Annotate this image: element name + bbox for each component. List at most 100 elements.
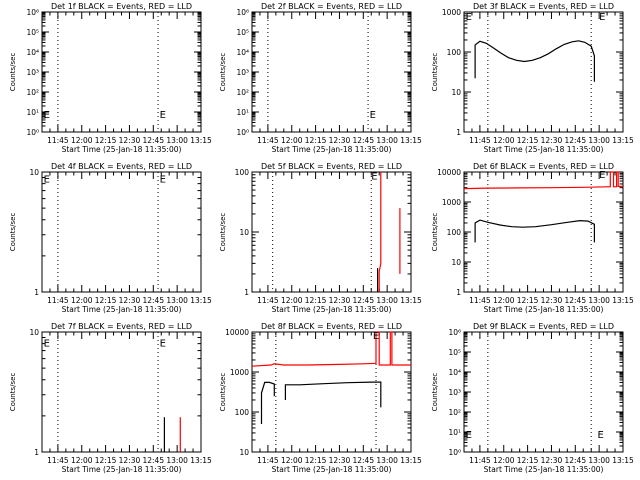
y-tick-label: 10³ xyxy=(448,388,461,397)
event-marker: E xyxy=(44,110,50,121)
y-tick-label: 10¹ xyxy=(26,108,39,117)
chart-panel: 1 10 11:45 12:00 12:15 12:30 12:45 13:00 13:15 De… xyxy=(9,322,212,474)
x-tick-label: 13:00 xyxy=(588,456,610,465)
event-marker: E xyxy=(371,171,377,182)
x-tick-label: 12:30 xyxy=(329,296,351,305)
y-tick-label: 10⁰ xyxy=(236,128,249,137)
y-axis-label: Counts/sec xyxy=(9,213,17,252)
x-tick-label: 11:45 xyxy=(47,456,69,465)
x-tick-label: 13:00 xyxy=(588,296,610,305)
x-tick-label: 12:30 xyxy=(541,296,563,305)
x-tick-label: 12:00 xyxy=(493,456,515,465)
event-marker: E xyxy=(599,12,605,23)
y-tick-label: 10⁵ xyxy=(26,28,39,37)
y-tick-label: 10⁴ xyxy=(236,48,249,57)
event-marker: E xyxy=(160,110,166,121)
x-tick-label: 12:45 xyxy=(142,136,164,145)
x-axis-label: Start Time (25-Jan-18 11:35:00) xyxy=(272,305,392,314)
x-tick-label: 12:00 xyxy=(493,136,515,145)
x-tick-label: 13:15 xyxy=(190,136,212,145)
chart-panel: 1 10 100 1000 10000 11:45 12:00 12:15 12:30 12:45… xyxy=(431,162,634,314)
y-tick-label: 1000 xyxy=(230,368,249,377)
x-tick-label: 12:45 xyxy=(564,456,586,465)
x-axis-label: Start Time (25-Jan-18 11:35:00) xyxy=(484,145,604,154)
x-tick-label: 12:45 xyxy=(142,456,164,465)
x-axis-label: Start Time (25-Jan-18 11:35:00) xyxy=(484,305,604,314)
chart-title: Det 9f BLACK = Events, RED = LLD xyxy=(473,322,614,331)
x-tick-label: 11:45 xyxy=(257,456,279,465)
event-marker: E xyxy=(160,338,166,349)
x-tick-label: 12:45 xyxy=(564,136,586,145)
x-tick-label: 12:45 xyxy=(564,296,586,305)
x-tick-label: 13:00 xyxy=(376,456,398,465)
y-tick-label: 1 xyxy=(244,288,249,297)
x-tick-label: 13:15 xyxy=(190,296,212,305)
chart-title: Det 3f BLACK = Events, RED = LLD xyxy=(473,2,614,11)
y-tick-label: 10² xyxy=(448,408,461,417)
event-marker: E xyxy=(44,175,50,186)
x-tick-label: 12:00 xyxy=(71,456,93,465)
lld-series-line xyxy=(251,331,411,367)
x-tick-label: 12:15 xyxy=(305,456,327,465)
x-tick-label: 13:00 xyxy=(588,136,610,145)
x-tick-label: 12:15 xyxy=(95,136,117,145)
x-tick-label: 11:45 xyxy=(469,456,491,465)
event-marker: E xyxy=(466,12,472,23)
chart-panel: 1 10 100 1000 11:45 12:00 12:15 12:30 12:45 13:00… xyxy=(431,2,634,154)
chart-title: Det 5f BLACK = Events, RED = LLD xyxy=(261,162,402,171)
y-tick-label: 10² xyxy=(236,88,249,97)
plot-frame xyxy=(41,171,202,293)
plot-frame xyxy=(41,331,202,453)
y-tick-label: 10⁶ xyxy=(236,8,249,17)
y-axis-label: Counts/sec xyxy=(219,213,227,252)
y-axis-label: Counts/sec xyxy=(431,373,439,412)
plot-frame xyxy=(251,11,412,133)
y-tick-label: 10000 xyxy=(437,168,461,177)
y-tick-label: 100 xyxy=(235,408,250,417)
x-tick-label: 12:45 xyxy=(352,136,374,145)
y-tick-label: 1 xyxy=(456,288,461,297)
y-tick-label: 10 xyxy=(239,228,249,237)
x-tick-label: 12:15 xyxy=(517,296,539,305)
x-tick-label: 13:00 xyxy=(376,136,398,145)
y-tick-label: 1000 xyxy=(442,8,461,17)
y-tick-label: 100 xyxy=(447,48,462,57)
x-tick-label: 13:15 xyxy=(400,456,422,465)
y-tick-label: 10⁶ xyxy=(448,328,461,337)
x-tick-label: 12:15 xyxy=(305,296,327,305)
y-axis-label: Counts/sec xyxy=(219,53,227,92)
x-tick-label: 12:15 xyxy=(305,136,327,145)
y-axis-label: Counts/sec xyxy=(9,53,17,92)
x-tick-label: 12:45 xyxy=(352,296,374,305)
chart-title: Det 2f BLACK = Events, RED = LLD xyxy=(261,2,402,11)
y-tick-label: 10³ xyxy=(26,68,39,77)
x-tick-label: 13:00 xyxy=(166,456,188,465)
x-tick-label: 12:30 xyxy=(119,136,141,145)
chart-title: Det 7f BLACK = Events, RED = LLD xyxy=(51,322,192,331)
chart-panel: 10⁰ 10¹ 10² 10³ 10⁴ 10⁵ 10⁶ 11:45 12:00 12:15 12:3… xyxy=(9,2,212,154)
x-tick-label: 12:00 xyxy=(281,136,303,145)
x-tick-label: 12:45 xyxy=(352,456,374,465)
y-tick-label: 100 xyxy=(447,228,462,237)
y-tick-label: 10¹ xyxy=(236,108,249,117)
x-tick-label: 11:45 xyxy=(47,296,69,305)
y-tick-label: 10³ xyxy=(236,68,249,77)
x-axis-label: Start Time (25-Jan-18 11:35:00) xyxy=(62,305,182,314)
x-tick-label: 12:15 xyxy=(95,296,117,305)
y-axis-label: Counts/sec xyxy=(431,53,439,92)
x-tick-label: 12:30 xyxy=(329,456,351,465)
x-tick-label: 13:00 xyxy=(166,296,188,305)
chart-title: Det 6f BLACK = Events, RED = LLD xyxy=(473,162,614,171)
x-axis-label: Start Time (25-Jan-18 11:35:00) xyxy=(484,465,604,474)
events-series-line xyxy=(284,381,382,408)
x-tick-label: 11:45 xyxy=(257,296,279,305)
y-tick-label: 10⁶ xyxy=(26,8,39,17)
event-marker: E xyxy=(44,338,50,349)
y-tick-label: 10² xyxy=(26,88,39,97)
x-axis-label: Start Time (25-Jan-18 11:35:00) xyxy=(272,145,392,154)
x-axis-label: Start Time (25-Jan-18 11:35:00) xyxy=(62,465,182,474)
x-tick-label: 12:30 xyxy=(119,296,141,305)
y-tick-label: 1 xyxy=(34,448,39,457)
